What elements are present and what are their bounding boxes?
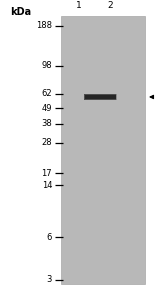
Text: 2: 2 <box>107 1 113 10</box>
Bar <box>84 94 116 100</box>
Text: 6: 6 <box>47 233 52 242</box>
Text: 62: 62 <box>42 89 52 98</box>
Text: 14: 14 <box>42 181 52 190</box>
Bar <box>61 16 145 284</box>
Text: 17: 17 <box>42 169 52 178</box>
Text: 98: 98 <box>42 61 52 70</box>
Text: 3: 3 <box>47 275 52 285</box>
Text: 188: 188 <box>36 21 52 30</box>
Text: 49: 49 <box>42 104 52 113</box>
Bar <box>84 94 117 100</box>
Bar <box>85 95 116 99</box>
Text: 1: 1 <box>76 1 82 10</box>
Text: 38: 38 <box>41 120 52 129</box>
Text: 28: 28 <box>42 138 52 147</box>
Text: kDa: kDa <box>10 7 31 17</box>
